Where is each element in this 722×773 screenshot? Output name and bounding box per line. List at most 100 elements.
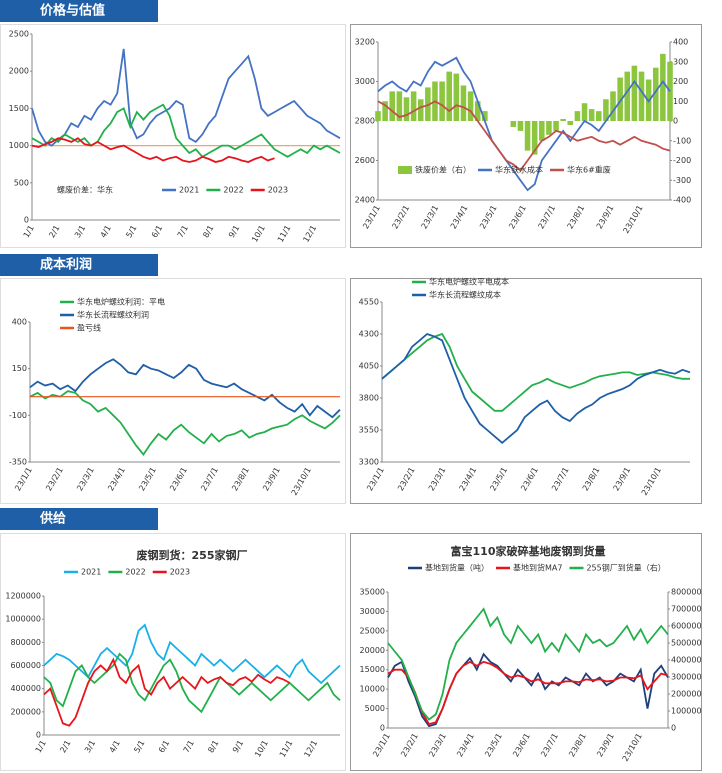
y2-tick-label: -300 [673, 176, 691, 185]
x-tick-label: 23/6/1 [511, 732, 532, 759]
series-line [43, 652, 341, 714]
x-tick-label: 23/3/1 [420, 204, 441, 231]
y-tick-label: 150 [12, 364, 27, 373]
y-tick-label: 30000 [360, 607, 385, 616]
y-tick-label: 1000000 [5, 615, 41, 624]
y-tick-label: 10000 [360, 685, 385, 694]
x-tick-label: 8/1 [201, 224, 215, 240]
x-tick-label: 23/8/1 [567, 732, 588, 759]
x-tick-label: 7/1 [182, 739, 196, 755]
y2-tick-label: 500000 [671, 639, 702, 648]
bar [382, 101, 388, 121]
x-tick-label: 23/1/1 [361, 204, 382, 231]
y2-tick-label: 200000 [671, 690, 702, 699]
y-tick-label: 0 [24, 216, 29, 225]
x-tick-label: 4/1 [99, 224, 113, 240]
y-tick-label: 15000 [360, 665, 385, 674]
panel-border [0, 24, 346, 248]
x-tick-label: 23/10/1 [290, 466, 313, 497]
x-tick-label: 23/5/1 [483, 732, 504, 759]
bar [474, 101, 481, 121]
series-line [31, 137, 275, 163]
legend-label: 华东电炉螺纹平电成本 [429, 277, 509, 287]
x-tick-label: 5/1 [124, 224, 138, 240]
legend-label: 基地到货MA7 [513, 563, 562, 573]
y-tick-label: -350 [9, 458, 27, 467]
bar [482, 111, 488, 121]
legend-label: 2022 [125, 568, 145, 577]
x-tick-label: 23/8/1 [581, 466, 602, 493]
legend-label: 2021 [81, 568, 101, 577]
x-tick-label: 23/5/1 [488, 466, 509, 493]
bar [553, 121, 559, 131]
x-tick-label: 3/1 [73, 224, 87, 240]
series-line [31, 103, 341, 158]
y2-tick-label: 100 [673, 97, 688, 106]
bar [581, 103, 588, 121]
y-tick-label: 0 [380, 724, 385, 733]
legend-label: 华东铁水成本 [495, 165, 543, 175]
x-tick-label: 23/1/1 [13, 466, 34, 493]
bar [603, 99, 609, 121]
panel-border [0, 278, 346, 504]
x-tick-label: 23/8/1 [566, 204, 587, 231]
x-tick-label: 23/9/1 [612, 466, 633, 493]
x-tick-label: 23/3/1 [75, 466, 96, 493]
x-tick-label: 1/1 [34, 739, 48, 755]
y-tick-label: 3550 [359, 426, 379, 435]
y-tick-label: 1000 [9, 141, 29, 150]
y-tick-label: 400 [12, 318, 27, 327]
bar [638, 71, 645, 121]
bar [510, 121, 517, 127]
series-line [387, 652, 669, 728]
section-header [0, 508, 158, 530]
x-tick-label: 23/7/1 [539, 732, 560, 759]
x-tick-label: 3/1 [83, 739, 97, 755]
bar [610, 91, 616, 121]
x-tick-label: 23/4/1 [455, 732, 476, 759]
y-tick-label: 5000 [365, 704, 385, 713]
legend-label: 华东6#重废 [567, 165, 611, 175]
bar [410, 91, 417, 121]
legend-swatch [398, 166, 412, 174]
x-tick-label: 23/7/1 [536, 204, 557, 231]
series-line [377, 100, 671, 172]
y-tick-label: 400000 [10, 684, 41, 693]
y-tick-label: 2000 [9, 67, 29, 76]
y-tick-label: 3200 [355, 38, 375, 47]
bar [460, 85, 467, 121]
bar [375, 111, 381, 121]
y-tick-label: 500 [14, 178, 29, 187]
x-tick-label: 1/1 [22, 224, 36, 240]
x-tick-label: 23/2/1 [399, 732, 420, 759]
bar [574, 111, 581, 121]
y2-tick-label: -100 [673, 136, 691, 145]
series-line [29, 390, 341, 457]
y-tick-label: 20000 [360, 646, 385, 655]
x-tick-label: 23/3/1 [427, 732, 448, 759]
x-tick-label: 23/9/1 [261, 466, 282, 493]
x-tick-label: 11/1 [278, 739, 295, 759]
panel-border [350, 24, 702, 248]
bar [595, 111, 602, 121]
series-line [43, 657, 291, 727]
y-tick-label: 600000 [10, 661, 41, 670]
series-line [31, 48, 341, 147]
x-tick-label: 9/1 [227, 224, 241, 240]
panel-border [350, 533, 702, 771]
x-tick-label: 23/1/1 [365, 466, 386, 493]
legend-label: 华东长流程螺纹利润 [77, 310, 149, 320]
panel-border [0, 533, 346, 771]
y-tick-label: 800000 [10, 638, 41, 647]
y2-tick-label: 600000 [671, 622, 702, 631]
bar [531, 121, 538, 155]
y-tick-label: 3300 [359, 458, 379, 467]
legend-label: 2021 [179, 186, 199, 195]
x-tick-label: 23/7/1 [550, 466, 571, 493]
x-tick-label: 23/2/1 [390, 204, 411, 231]
x-tick-label: 23/7/1 [199, 466, 220, 493]
bar [517, 121, 524, 131]
x-tick-label: 2/1 [47, 224, 61, 240]
